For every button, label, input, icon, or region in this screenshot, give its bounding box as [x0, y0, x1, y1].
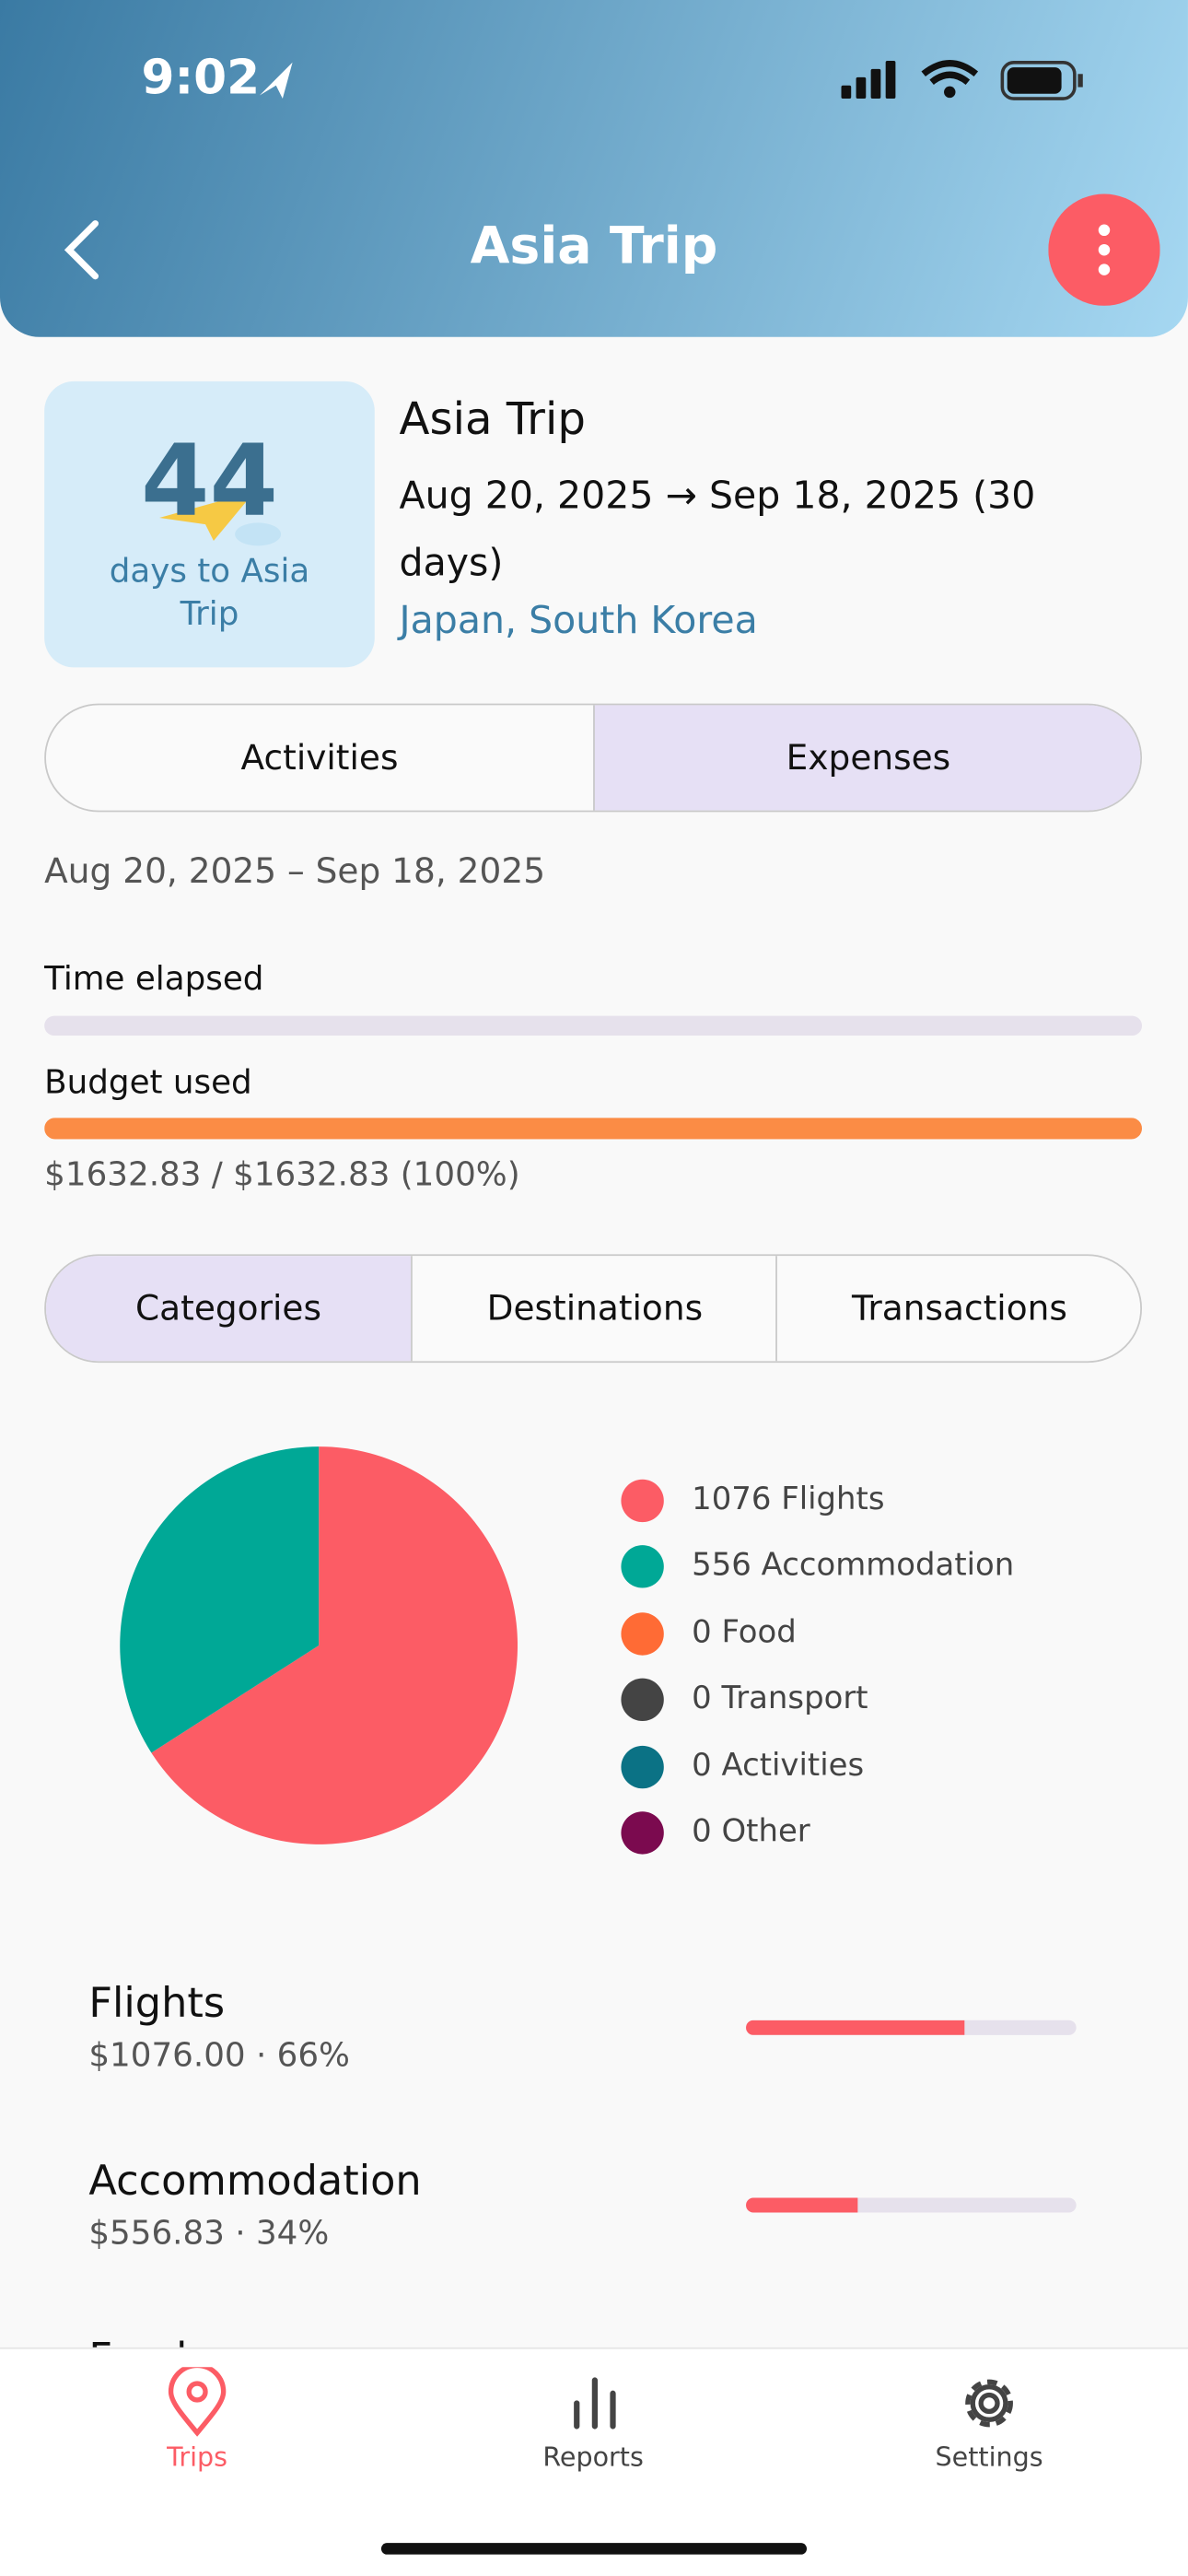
status-icons [259, 60, 1083, 100]
header-title: Asia Trip [470, 217, 718, 276]
legend-item: 0 Activities [608, 1734, 1101, 1788]
header [0, 0, 1188, 337]
legend-dot [621, 1811, 664, 1855]
nav-item[interactable]: Reports [542, 2441, 644, 2473]
legend-item: 556 Accommodation [608, 1534, 1101, 1589]
legend-dot [621, 1611, 664, 1656]
legend-label: 556 Accommodation [692, 1547, 1015, 1584]
back-button[interactable] [59, 217, 109, 283]
subtab[interactable]: Destinations [411, 1256, 777, 1362]
tab[interactable]: Activities [240, 738, 399, 778]
legend: 1076 Flights 556 Accommodation 0 Food 0 Tra… [608, 1468, 1101, 1879]
legend-item: 0 Other [608, 1800, 1101, 1855]
countdown: 44 [140, 424, 278, 540]
budget-text: $1632.83 / $1632.83 (100%) [44, 1153, 520, 1194]
trip-destinations: Japan, South Korea [399, 600, 758, 643]
home-indicator [380, 2543, 808, 2555]
legend-item: 0 Food [608, 1600, 1101, 1656]
legend-label: 0 Activities [692, 1746, 865, 1784]
trip-name: Asia Trip [399, 394, 586, 446]
legend-label: 1076 Flights [692, 1481, 885, 1517]
reports-icon[interactable] [567, 2373, 623, 2430]
progress-fill [44, 1118, 1143, 1140]
category-fill [746, 2197, 858, 2213]
progress-track [44, 1118, 1143, 1140]
budget-used-label: Budget used [44, 1061, 252, 1102]
legend-dot [621, 1479, 664, 1523]
legend-item: 0 Transport [608, 1668, 1101, 1722]
trips-icon[interactable] [164, 2367, 229, 2440]
subtab-selected[interactable]: Categories [45, 1256, 412, 1362]
status-time: 9:02 [141, 49, 261, 106]
nav-item[interactable]: Trips [167, 2441, 228, 2473]
category-track [746, 2197, 1077, 2213]
legend-item: 1076 Flights [608, 1468, 1101, 1523]
category-detail: $556.83 · 34% [88, 2212, 330, 2253]
progress-track [44, 1015, 1143, 1036]
pie-chart [120, 1446, 518, 1844]
nav-item[interactable]: Settings [935, 2441, 1043, 2473]
category-name: Flights [88, 1979, 226, 2027]
legend-label: 0 Transport [692, 1680, 868, 1717]
pie-slice [151, 1446, 518, 1844]
category-fill [746, 2020, 964, 2035]
menu-button[interactable] [1048, 193, 1160, 306]
legend-label: 0 Other [692, 1812, 810, 1850]
pie-slice [120, 1446, 320, 1753]
category-name: Accommodation [88, 2156, 422, 2205]
category-detail: $1076.00 · 66% [88, 2034, 350, 2075]
category-list: Flights $1076.00 · 66% Accommodation $556.8… [0, 1956, 1188, 2383]
legend-dot [621, 1745, 664, 1788]
trip-dates: Aug 20, 2025 → Sep 18, 2025 (30 days) [399, 474, 1036, 586]
tab-selected[interactable]: Expenses [593, 705, 1141, 811]
time-elapsed-label: Time elapsed [44, 958, 264, 999]
plane-icon [159, 491, 282, 546]
subtab[interactable]: Transactions [775, 1256, 1140, 1362]
tab-bar: Activities Expenses [44, 703, 1143, 813]
legend-dot [621, 1679, 664, 1722]
legend-dot [621, 1545, 664, 1589]
settings-icon[interactable] [953, 2367, 1026, 2440]
category-track [746, 2020, 1077, 2035]
subtab-bar: Categories Destinations Transactions [44, 1254, 1143, 1364]
legend-label: 0 Food [692, 1613, 797, 1650]
date-range: Aug 20, 2025 – Sep 18, 2025 [44, 851, 546, 892]
countdown-caption: days to Asia Trip [109, 550, 310, 633]
